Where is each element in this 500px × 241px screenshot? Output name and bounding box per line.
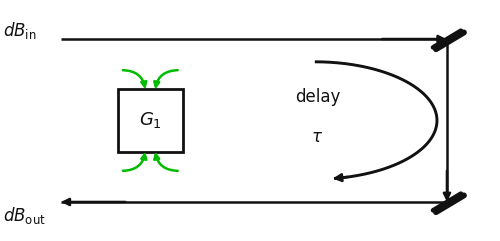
Text: $dB_\mathrm{out}$: $dB_\mathrm{out}$ xyxy=(3,205,46,226)
Text: delay: delay xyxy=(294,87,340,106)
Text: $G_1$: $G_1$ xyxy=(139,111,162,130)
Bar xyxy=(118,89,182,152)
Text: $\tau$: $\tau$ xyxy=(312,129,324,146)
Text: $dB_\mathrm{in}$: $dB_\mathrm{in}$ xyxy=(3,20,36,41)
